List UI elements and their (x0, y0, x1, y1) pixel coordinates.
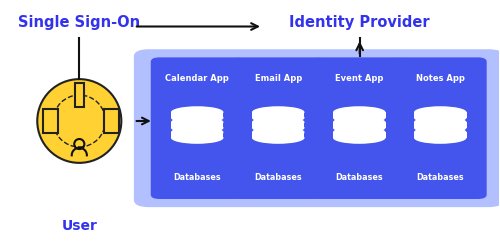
Text: Event App: Event App (335, 74, 384, 83)
FancyBboxPatch shape (394, 57, 486, 199)
FancyBboxPatch shape (104, 109, 119, 133)
Ellipse shape (171, 112, 224, 124)
FancyBboxPatch shape (74, 83, 84, 107)
Ellipse shape (414, 132, 467, 144)
FancyBboxPatch shape (252, 122, 304, 128)
FancyBboxPatch shape (333, 122, 386, 128)
FancyBboxPatch shape (414, 132, 467, 138)
FancyBboxPatch shape (171, 132, 224, 138)
Ellipse shape (252, 106, 304, 118)
Text: Databases: Databases (416, 174, 464, 182)
FancyBboxPatch shape (414, 112, 467, 118)
FancyBboxPatch shape (252, 132, 304, 138)
Ellipse shape (414, 122, 467, 134)
Ellipse shape (414, 126, 467, 138)
Ellipse shape (333, 126, 386, 138)
Text: Calendar App: Calendar App (166, 74, 229, 83)
Text: Email App: Email App (254, 74, 302, 83)
Ellipse shape (333, 122, 386, 134)
Text: User: User (62, 219, 97, 233)
Ellipse shape (171, 116, 224, 128)
Ellipse shape (333, 116, 386, 128)
FancyBboxPatch shape (333, 132, 386, 138)
FancyBboxPatch shape (134, 49, 500, 207)
Ellipse shape (252, 116, 304, 128)
FancyBboxPatch shape (252, 112, 304, 118)
Ellipse shape (414, 112, 467, 124)
Text: Notes App: Notes App (416, 74, 465, 83)
Ellipse shape (333, 106, 386, 118)
FancyBboxPatch shape (232, 57, 324, 199)
FancyBboxPatch shape (313, 57, 406, 199)
Ellipse shape (414, 116, 467, 128)
Ellipse shape (171, 106, 224, 118)
Ellipse shape (252, 112, 304, 124)
FancyBboxPatch shape (171, 112, 224, 118)
FancyBboxPatch shape (151, 57, 244, 199)
Ellipse shape (171, 126, 224, 138)
Ellipse shape (252, 132, 304, 144)
Ellipse shape (252, 126, 304, 138)
FancyBboxPatch shape (43, 109, 58, 133)
Ellipse shape (38, 79, 121, 163)
Text: Databases: Databases (174, 174, 221, 182)
Text: Single Sign-On: Single Sign-On (18, 15, 140, 30)
Text: Databases: Databases (336, 174, 383, 182)
FancyBboxPatch shape (171, 122, 224, 128)
Ellipse shape (333, 132, 386, 144)
FancyBboxPatch shape (414, 122, 467, 128)
Text: Identity Provider: Identity Provider (290, 15, 430, 30)
Ellipse shape (171, 122, 224, 134)
Text: Databases: Databases (254, 174, 302, 182)
Ellipse shape (414, 106, 467, 118)
FancyBboxPatch shape (333, 112, 386, 118)
Ellipse shape (333, 112, 386, 124)
Ellipse shape (171, 132, 224, 144)
Ellipse shape (252, 122, 304, 134)
